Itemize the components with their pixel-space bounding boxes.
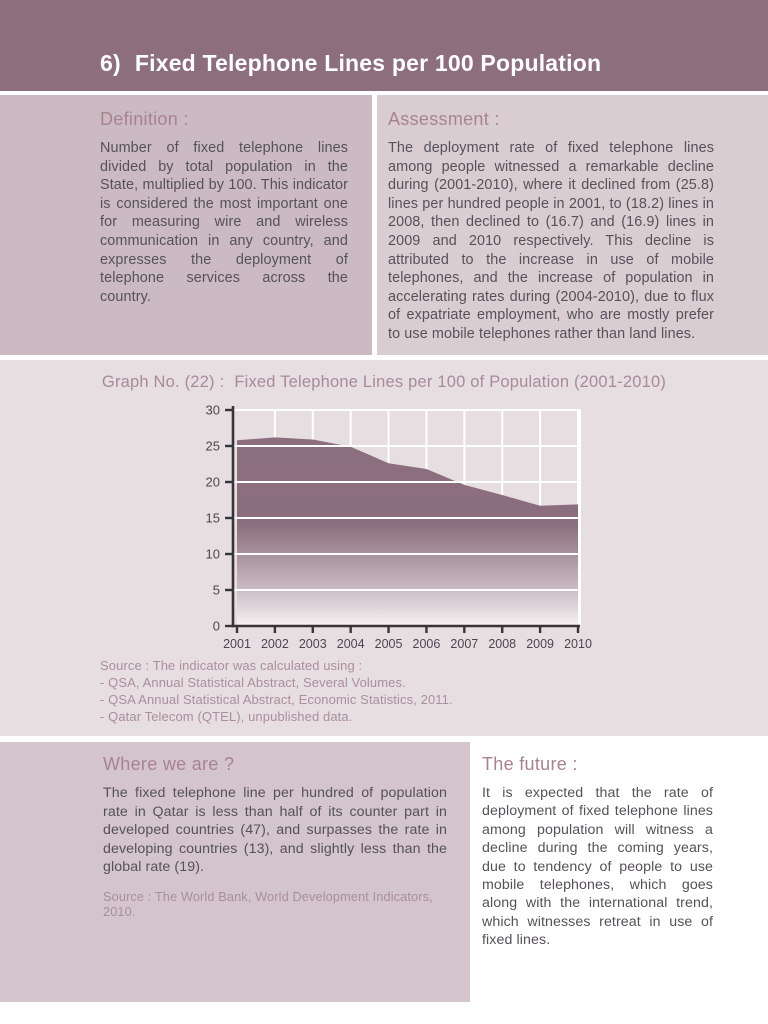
source-item: - QSA, Annual Statistical Abstract, Seve…: [100, 675, 406, 690]
area-chart: 0 5 10 15 20 25 30 2001 2002 2003 2004 2005 2006 2007…: [206, 403, 592, 652]
graph-title-text: Fixed Telephone Lines per 100 of Populat…: [234, 373, 667, 391]
svg-text:5: 5: [213, 583, 220, 598]
svg-text:2005: 2005: [375, 637, 403, 651]
graph-number-label: Graph No. (22) :: [101, 373, 225, 391]
svg-text:0: 0: [213, 619, 220, 634]
assessment-content: Assessment : The deployment rate of fixe…: [388, 109, 714, 344]
graph-section: Graph No. (22) : Fixed Telephone Lines pe…: [0, 360, 768, 736]
definition-content: Definition : Number of fixed telephone l…: [100, 109, 348, 306]
svg-text:2008: 2008: [488, 637, 516, 651]
assessment-body: The deployment rate of fixed telephone l…: [388, 140, 714, 342]
page-header-band: 6) Fixed Telephone Lines per 100 Populati…: [0, 0, 768, 91]
future-heading: The future :: [482, 754, 578, 774]
where-we-are-box: Where we are ? The fixed telephone line …: [0, 742, 470, 1002]
definition-body: Number of fixed telephone lines divided …: [100, 140, 348, 305]
definition-heading: Definition :: [100, 109, 189, 129]
svg-text:2007: 2007: [450, 637, 478, 651]
svg-text:15: 15: [206, 511, 220, 526]
svg-text:2009: 2009: [526, 637, 554, 651]
future-body: It is expected that the rate of deployme…: [482, 785, 713, 949]
page-title: 6) Fixed Telephone Lines per 100 Populati…: [100, 50, 601, 77]
svg-text:10: 10: [206, 547, 220, 562]
svg-text:2004: 2004: [337, 637, 365, 651]
source-item: - Qatar Telecom (QTEL), unpublished data…: [100, 709, 353, 724]
future-content: The future : It is expected that the rat…: [482, 754, 713, 950]
graph-title: Graph No. (22) : Fixed Telephone Lines pe…: [0, 373, 768, 392]
where-we-are-heading: Where we are ?: [103, 754, 235, 774]
assessment-heading: Assessment :: [388, 109, 500, 129]
section-title-text: Fixed Telephone Lines per 100 Population: [134, 50, 602, 76]
where-we-are-content: Where we are ? The fixed telephone line …: [103, 754, 447, 919]
svg-text:20: 20: [206, 475, 220, 490]
svg-text:2010: 2010: [564, 637, 592, 651]
svg-text:2003: 2003: [299, 637, 327, 651]
svg-text:25: 25: [206, 439, 220, 454]
where-we-are-source: Source : The World Bank, World Developme…: [103, 888, 433, 919]
source-item: - QSA Annual Statistical Abstract, Econo…: [100, 692, 453, 707]
area-chart-container: 0 5 10 15 20 25 30 2001 2002 2003 2004 2005 2006 2007…: [190, 400, 610, 656]
assessment-box: Assessment : The deployment rate of fixe…: [377, 95, 768, 355]
where-we-are-body: The fixed telephone line per hundred of …: [103, 785, 447, 876]
section-number: 6): [100, 50, 121, 76]
svg-text:30: 30: [206, 403, 220, 418]
definition-box: Definition : Number of fixed telephone l…: [0, 95, 372, 355]
future-box: The future : It is expected that the rat…: [482, 742, 714, 1002]
svg-text:2006: 2006: [413, 637, 441, 651]
svg-text:2001: 2001: [223, 637, 251, 651]
svg-text:2002: 2002: [261, 637, 289, 651]
graph-source-block: Source : The indicator was calculated us…: [100, 657, 453, 725]
source-intro: Source : The indicator was calculated us…: [100, 658, 363, 673]
